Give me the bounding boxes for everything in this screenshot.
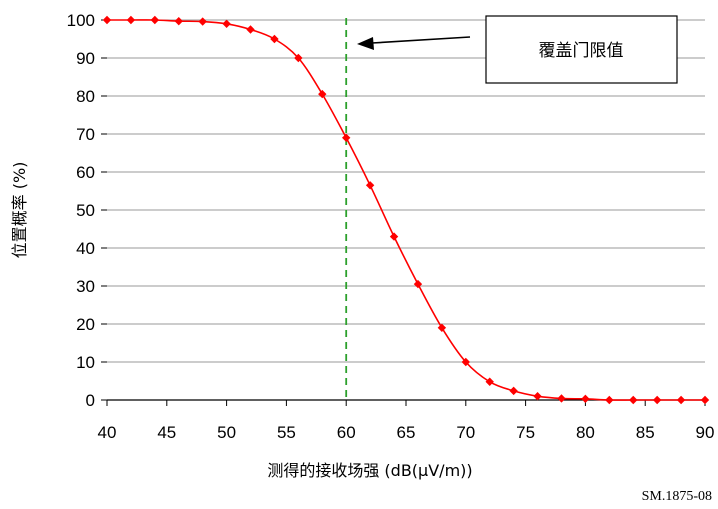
y-axis-ticks: 0 10 20 30 40 50 60 70 80 90 100 <box>67 11 107 410</box>
x-tick-label: 60 <box>337 423 356 442</box>
y-tick-label: 40 <box>76 239 95 258</box>
y-axis-title: 位置概率 (%) <box>10 162 29 259</box>
data-point <box>365 181 375 190</box>
data-point <box>150 15 160 25</box>
y-tick-label: 100 <box>67 11 95 30</box>
annotation-box <box>485 15 678 84</box>
data-point <box>318 89 327 99</box>
data-point <box>605 395 614 405</box>
annotation-arrow-shaft <box>371 36 471 44</box>
data-point <box>509 386 518 396</box>
y-tick-label: 20 <box>76 315 95 334</box>
x-tick-label: 40 <box>98 423 117 442</box>
data-point <box>461 357 470 367</box>
y-tick-label: 60 <box>76 163 95 182</box>
annotation-label: 覆盖门限值 <box>539 41 624 61</box>
data-point <box>294 53 303 63</box>
y-tick-label: 90 <box>76 49 95 68</box>
data-point <box>222 19 231 28</box>
data-point <box>676 395 686 405</box>
data-point <box>174 16 183 26</box>
x-tick-label: 50 <box>217 423 236 442</box>
x-tick-label: 85 <box>636 423 655 442</box>
x-tick-label: 70 <box>456 423 475 442</box>
y-tick-label: 30 <box>76 277 95 296</box>
figure-id: SM.1875-08 <box>642 489 712 504</box>
data-point <box>533 392 542 401</box>
data-point <box>557 394 566 403</box>
data-point <box>389 232 399 241</box>
data-point <box>270 34 279 44</box>
data-point <box>652 395 662 405</box>
data-point <box>198 17 207 26</box>
x-tick-label: 90 <box>696 423 715 442</box>
data-point <box>413 279 423 289</box>
data-point <box>700 395 710 405</box>
x-tick-label: 45 <box>157 423 176 442</box>
annotation-arrow-head <box>357 37 374 50</box>
data-point <box>102 15 112 25</box>
y-tick-label: 50 <box>76 201 95 220</box>
data-point <box>629 395 638 405</box>
y-tick-label: 0 <box>86 391 95 410</box>
data-point <box>437 323 447 332</box>
data-point <box>342 133 351 142</box>
x-axis-ticks: 40 45 50 55 60 65 70 75 80 85 90 <box>98 400 715 442</box>
data-point <box>126 15 136 25</box>
x-tick-label: 55 <box>277 423 296 442</box>
data-point-markers <box>102 15 710 405</box>
x-tick-label: 65 <box>397 423 416 442</box>
data-point <box>485 377 494 386</box>
y-tick-label: 80 <box>76 87 95 106</box>
y-tick-label: 10 <box>76 353 95 372</box>
x-axis-title: 测得的接收场强 (dB(μV/m)) <box>267 461 472 480</box>
data-point <box>246 25 255 34</box>
x-tick-label: 80 <box>576 423 595 442</box>
x-tick-label: 75 <box>516 423 535 442</box>
data-point <box>581 394 590 404</box>
y-tick-label: 70 <box>76 125 95 144</box>
